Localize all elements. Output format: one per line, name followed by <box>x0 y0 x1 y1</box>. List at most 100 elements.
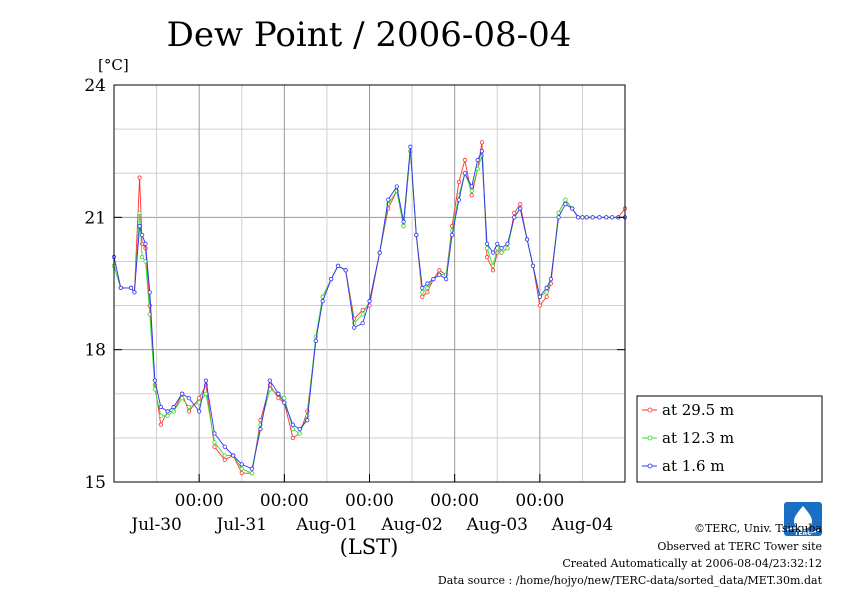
footer-credit: ©TERC, Univ. Tsukuba <box>694 522 822 535</box>
data-point <box>212 431 217 436</box>
data-point <box>282 400 287 405</box>
legend-label: at 12.3 m <box>662 429 734 447</box>
data-point <box>479 149 485 154</box>
y-tick-label: 24 <box>84 76 106 96</box>
footer-source: Data source : /home/hojyo/new/TERC-data/… <box>438 574 823 587</box>
data-point <box>335 263 341 268</box>
data-point <box>544 294 549 299</box>
data-point <box>203 378 209 383</box>
data-point <box>431 276 436 282</box>
data-point <box>152 387 157 392</box>
data-point <box>425 281 430 286</box>
data-point <box>222 444 227 449</box>
footer-created: Created Automatically at 2006-08-04/23:3… <box>562 557 822 570</box>
data-point <box>267 378 272 383</box>
data-point <box>556 210 561 216</box>
data-point <box>222 453 227 458</box>
data-point <box>197 396 202 401</box>
x-tick-date-label: Aug-02 <box>380 515 442 535</box>
data-point <box>394 184 399 189</box>
data-point <box>152 378 157 383</box>
data-point <box>530 263 536 268</box>
series-3 <box>111 144 628 471</box>
data-point <box>132 290 137 295</box>
data-point <box>563 197 568 202</box>
data-point <box>456 197 462 202</box>
data-point <box>490 268 496 273</box>
legend-label: at 29.5 m <box>662 401 734 419</box>
data-point <box>239 471 244 476</box>
data-point <box>462 157 467 163</box>
x-tick-date-label: Jul-31 <box>214 515 267 535</box>
data-point <box>505 246 510 251</box>
data-point <box>180 396 185 401</box>
data-point <box>414 232 419 238</box>
data-point <box>320 299 325 304</box>
data-point <box>490 250 496 255</box>
data-point <box>450 232 455 238</box>
data-point <box>249 466 255 471</box>
legend-marker <box>647 407 653 413</box>
data-point <box>437 268 442 273</box>
data-point <box>386 197 391 202</box>
data-point <box>469 193 474 198</box>
legend-marker <box>647 463 653 469</box>
data-point <box>329 276 334 282</box>
data-point <box>499 246 504 251</box>
data-point <box>212 444 217 449</box>
logo-text: TERC <box>794 530 812 537</box>
data-point <box>343 268 348 273</box>
data-point <box>171 404 176 410</box>
data-point <box>140 254 145 260</box>
data-point <box>165 409 170 414</box>
data-point <box>505 241 510 246</box>
data-point <box>313 338 318 343</box>
data-point <box>490 263 496 268</box>
series-layer <box>111 140 628 476</box>
data-point <box>610 215 615 220</box>
data-point <box>524 237 530 242</box>
data-point <box>186 396 192 401</box>
data-point <box>377 250 382 255</box>
legend-items: at 29.5 m at 12.3 m at 1.6 m <box>642 401 734 475</box>
data-point <box>137 175 142 180</box>
data-point <box>297 426 302 432</box>
data-point <box>197 409 202 414</box>
data-point <box>469 188 474 193</box>
data-point <box>290 426 295 432</box>
data-point <box>186 404 192 410</box>
data-point <box>437 272 442 277</box>
data-point <box>360 312 365 317</box>
data-point <box>512 215 517 220</box>
x-tick-time-label: 00:00 <box>175 491 224 511</box>
data-point <box>143 241 148 246</box>
data-point <box>469 184 474 189</box>
data-point <box>158 422 163 427</box>
data-point <box>360 321 365 326</box>
legend-box <box>636 395 823 483</box>
data-point <box>456 179 462 185</box>
data-point <box>360 307 365 313</box>
data-point <box>584 215 589 220</box>
data-point <box>290 435 295 440</box>
x-tick-date-label: Aug-01 <box>295 515 357 535</box>
data-point <box>408 144 413 149</box>
data-point <box>137 224 142 229</box>
data-point <box>544 285 549 291</box>
data-point <box>171 409 176 414</box>
data-point <box>231 453 236 458</box>
legend: at 29.5 m at 12.3 m at 1.6 m <box>636 395 823 483</box>
data-point <box>147 290 152 295</box>
data-point <box>499 250 504 255</box>
data-point <box>401 219 406 224</box>
y-ticks: 15 18 21 24 <box>84 76 625 493</box>
data-point <box>548 276 554 282</box>
data-point <box>518 206 523 211</box>
data-point <box>158 404 163 410</box>
data-point <box>444 276 449 282</box>
data-point <box>282 396 287 401</box>
data-point <box>186 409 192 414</box>
data-point <box>475 166 480 171</box>
data-point <box>556 215 561 220</box>
data-point <box>462 171 467 176</box>
